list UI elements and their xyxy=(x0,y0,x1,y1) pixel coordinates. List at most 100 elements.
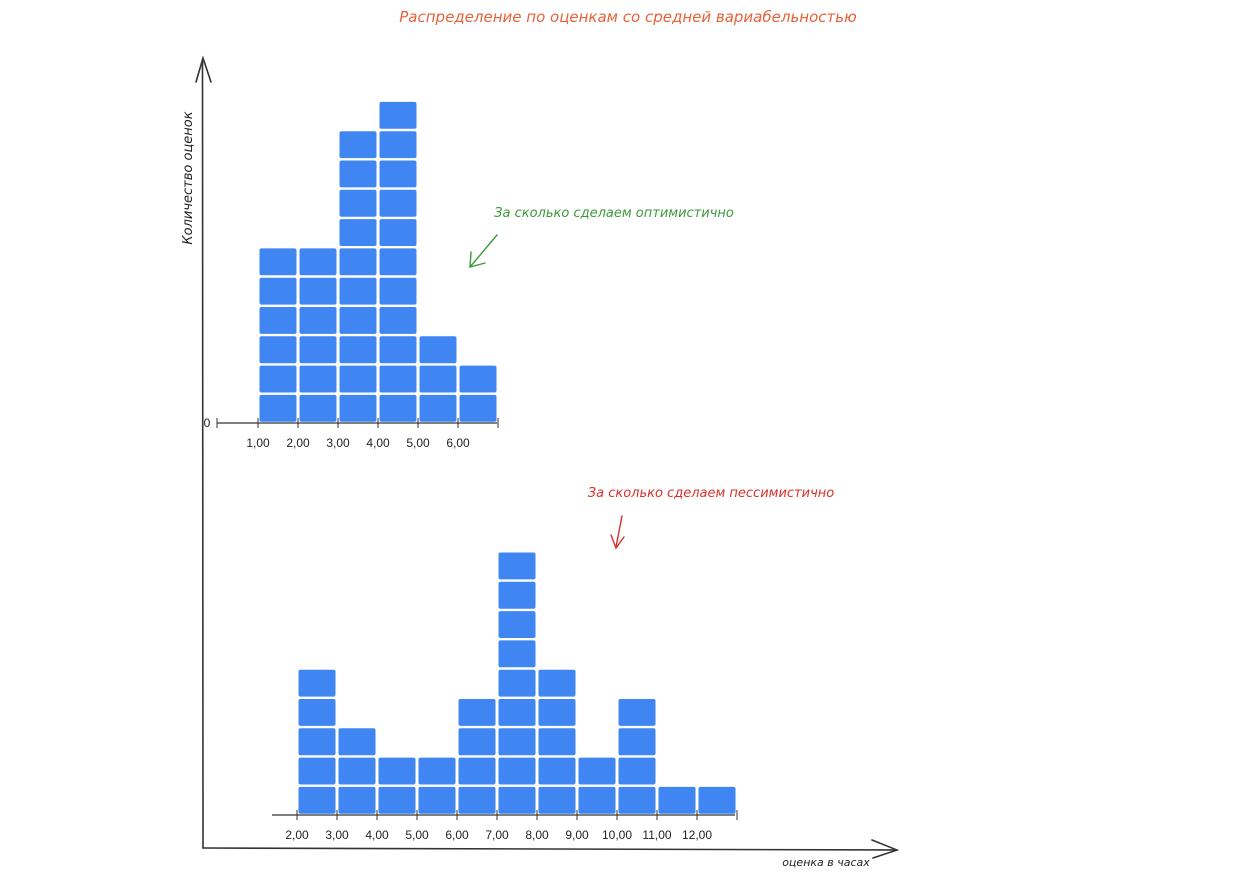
optimistic-histogram: 1,00 2,00 3,00 4,00 5,00 6,00 0 xyxy=(204,101,499,450)
histogram-block xyxy=(259,307,297,334)
histogram-block xyxy=(259,336,297,364)
pessimistic-arrow xyxy=(610,515,625,550)
x-tick-label: 3,00 xyxy=(325,828,349,842)
histogram-bar xyxy=(378,757,416,814)
histogram-bar xyxy=(338,728,376,814)
histogram-block xyxy=(498,611,536,638)
x-tick-label: 2,00 xyxy=(286,436,310,450)
x-tick-label: 5,00 xyxy=(406,436,430,450)
histogram-block xyxy=(339,307,377,334)
histogram-block xyxy=(458,699,496,726)
histogram-block xyxy=(298,786,336,814)
histogram-block xyxy=(299,394,337,422)
x-tick-label: 1,00 xyxy=(246,436,270,450)
histogram-bar xyxy=(658,786,696,814)
histogram-bar xyxy=(698,786,736,814)
histogram-block xyxy=(418,786,456,814)
histogram-block xyxy=(498,640,536,668)
histogram-block xyxy=(658,786,696,814)
histogram-block xyxy=(498,786,536,814)
histogram-block xyxy=(339,248,377,276)
histogram-block xyxy=(378,757,416,785)
x-tick-label: 10,00 xyxy=(602,828,632,842)
histogram-block xyxy=(538,728,576,756)
histogram-block xyxy=(618,786,656,814)
x-tick-label: 8,00 xyxy=(525,828,549,842)
histogram-block xyxy=(259,365,297,393)
histogram-block xyxy=(459,394,497,422)
histogram-bar xyxy=(379,101,417,422)
histogram-block xyxy=(498,699,536,726)
histogram-block xyxy=(299,248,337,276)
histogram-block xyxy=(259,394,297,422)
histogram-block xyxy=(379,219,417,246)
histogram-block xyxy=(538,669,576,697)
histogram-block xyxy=(339,365,377,393)
histogram-bar xyxy=(299,248,337,422)
optimistic-arrow xyxy=(469,234,498,268)
histogram-block xyxy=(379,336,417,364)
y-axis-arrowhead xyxy=(195,55,212,83)
histogram-bar xyxy=(578,757,616,814)
x-axis-arrowhead xyxy=(871,839,900,859)
pessimistic-histogram: 2,00 3,00 4,00 5,00 6,00 7,00 8,00 9,00 10,00 11,… xyxy=(272,552,738,842)
histogram-bar xyxy=(418,757,456,814)
histogram-block xyxy=(618,757,656,785)
histogram-bar xyxy=(618,699,656,814)
histogram-block xyxy=(299,307,337,334)
x-tick-label: 5,00 xyxy=(405,828,429,842)
x-tick-label: 6,00 xyxy=(445,828,469,842)
histogram-block xyxy=(618,728,656,756)
histogram-block xyxy=(458,728,496,756)
histogram-bar xyxy=(419,336,457,422)
histogram-block xyxy=(339,160,377,188)
histogram-block xyxy=(339,394,377,422)
x-tick-label: 2,00 xyxy=(285,828,309,842)
histogram-block xyxy=(339,189,377,217)
histogram-block xyxy=(379,394,417,422)
histogram-block xyxy=(379,307,417,334)
histogram-block xyxy=(379,365,417,393)
histogram-block xyxy=(419,365,457,393)
histogram-block xyxy=(298,669,336,697)
histogram-block xyxy=(339,219,377,246)
histogram-block xyxy=(419,394,457,422)
histogram-block xyxy=(379,248,417,276)
histogram-bar xyxy=(339,131,377,422)
histogram-block xyxy=(379,160,417,188)
chart-title: Распределение по оценкам со средней вари… xyxy=(399,8,856,26)
histogram-bar xyxy=(259,248,297,422)
histogram-block xyxy=(298,728,336,756)
histogram-block xyxy=(379,131,417,159)
x-tick-label: 4,00 xyxy=(366,436,390,450)
histogram-block xyxy=(259,277,297,305)
optimistic-annotation: За сколько сделаем оптимистично xyxy=(494,206,734,221)
histogram-block xyxy=(339,131,377,159)
x-tick-label: 4,00 xyxy=(365,828,389,842)
histogram-block xyxy=(498,552,536,580)
histogram-block xyxy=(259,248,297,276)
histogram-bar xyxy=(459,365,497,422)
histogram-block xyxy=(418,757,456,785)
histogram-block xyxy=(379,277,417,305)
histogram-block xyxy=(419,336,457,364)
histogram-block xyxy=(578,757,616,785)
histogram-block xyxy=(538,786,576,814)
x-tick-label: 3,00 xyxy=(326,436,350,450)
histogram-block xyxy=(298,757,336,785)
histogram-block xyxy=(339,336,377,364)
histogram-block xyxy=(379,101,417,129)
histogram-block xyxy=(458,786,496,814)
x-tick-label: 11,00 xyxy=(642,828,671,842)
main-axes xyxy=(195,55,900,859)
y-axis-line xyxy=(201,59,204,849)
x-tick-label: 12,00 xyxy=(682,828,712,842)
x-axis-line xyxy=(202,847,897,851)
x-tick-label: 9,00 xyxy=(565,828,589,842)
histogram-block xyxy=(618,699,656,726)
histogram-block xyxy=(538,757,576,785)
histogram-block xyxy=(299,365,337,393)
histogram-bar xyxy=(458,699,496,814)
y-zero-label: 0 xyxy=(204,416,211,430)
